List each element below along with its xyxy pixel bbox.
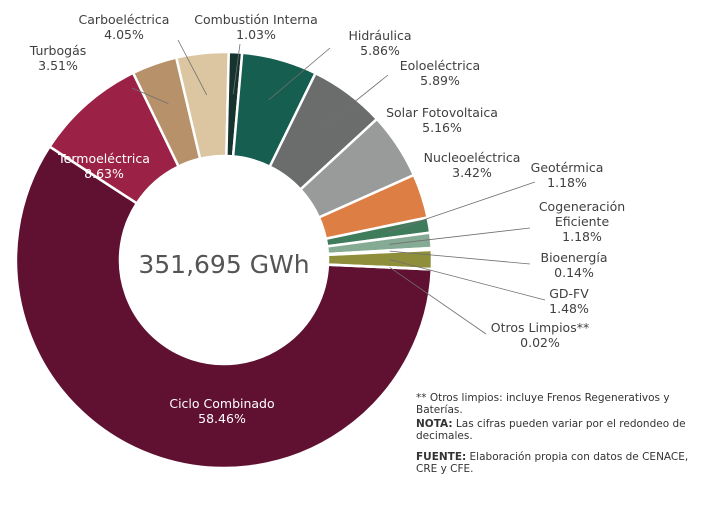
value-ciclo-combinado: 58.46% xyxy=(198,411,246,426)
donut-slices xyxy=(14,50,434,470)
note-rounding: NOTA: Las cifras pueden variar por el re… xyxy=(416,418,712,442)
leader-line-eoloelectrica xyxy=(322,74,389,128)
label-hidraulica: Hidráulica 5.86% xyxy=(348,28,411,58)
slice-labels: Ciclo Combinado 58.46% Termoeléctrica 8.63%… xyxy=(29,12,625,426)
value-combustion-interna: 1.03% xyxy=(236,27,276,42)
chart-notes: ** Otros limpios: incluye Frenos Regener… xyxy=(416,392,712,477)
leader-line-cogeneracion-eficiente xyxy=(389,227,531,245)
label-bioenergia: Bioenergía 0.14% xyxy=(541,250,608,280)
leader-line-turbogas xyxy=(131,87,169,104)
center-total-label: 351,695 GWh xyxy=(138,250,309,279)
value-eoloelectrica: 5.89% xyxy=(420,73,460,88)
leader-line-hidraulica xyxy=(268,47,331,101)
label-turbogas: Turbogás 3.51% xyxy=(29,43,87,73)
label-nucleoelectrica: Nucleoeléctrica 3.42% xyxy=(424,150,521,180)
leader-line-gd-fv xyxy=(389,259,546,301)
value-turbogas: 3.51% xyxy=(38,58,78,73)
value-bioenergia: 0.14% xyxy=(554,265,594,280)
note-text: Las cifras pueden variar por el redondeo… xyxy=(416,418,686,442)
label-ciclo-combinado: Ciclo Combinado 58.46% xyxy=(169,396,274,426)
label-solar-fotovoltaica: Solar Fotovoltaica 5.16% xyxy=(386,105,498,135)
value-nucleoelectrica: 3.42% xyxy=(452,165,492,180)
source-text: Elaboración propia con datos de CENACE, … xyxy=(416,451,689,475)
label-termoelectrica: Termoeléctrica 8.63% xyxy=(57,151,150,181)
leader-line-carboelectrica xyxy=(177,39,208,96)
label-eoloelectrica: Eoloeléctrica 5.89% xyxy=(400,58,480,88)
label-geotermica: Geotérmica 1.18% xyxy=(531,160,604,190)
leader-line-otros-limpios xyxy=(389,267,487,335)
leader-line-bioenergia xyxy=(389,250,531,265)
value-hidraulica: 5.86% xyxy=(360,43,400,58)
value-cogeneracion-eficiente: 1.18% xyxy=(562,229,602,244)
leader-line-geotermica xyxy=(387,181,536,233)
value-gd-fv: 1.48% xyxy=(549,301,589,316)
label-cogeneracion-eficiente: Cogeneración Eficiente 1.18% xyxy=(539,199,625,244)
value-carboelectrica: 4.05% xyxy=(104,27,144,42)
label-combustion-interna: Combustión Interna 1.03% xyxy=(194,12,318,42)
slice-ciclo-combinado xyxy=(14,144,434,470)
value-termoelectrica: 8.63% xyxy=(84,166,124,181)
label-carboelectrica: Carboeléctrica 4.05% xyxy=(79,12,170,42)
leader-lines xyxy=(131,39,546,335)
source-note: FUENTE: Elaboración propia con datos de … xyxy=(416,451,712,475)
slice-otros-limpios xyxy=(326,263,434,271)
value-otros-limpios: 0.02% xyxy=(520,335,560,350)
footnote-otros-limpios: ** Otros limpios: incluye Frenos Regener… xyxy=(416,392,670,416)
leader-line-combustion-interna xyxy=(232,43,241,95)
value-geotermica: 1.18% xyxy=(547,175,587,190)
source-label: FUENTE: xyxy=(416,451,467,463)
value-solar-fotovoltaica: 5.16% xyxy=(422,120,462,135)
label-otros-limpios: Otros Limpios** 0.02% xyxy=(491,320,589,350)
label-gd-fv: GD-FV 1.48% xyxy=(549,286,589,316)
note-label: NOTA: xyxy=(416,418,453,430)
